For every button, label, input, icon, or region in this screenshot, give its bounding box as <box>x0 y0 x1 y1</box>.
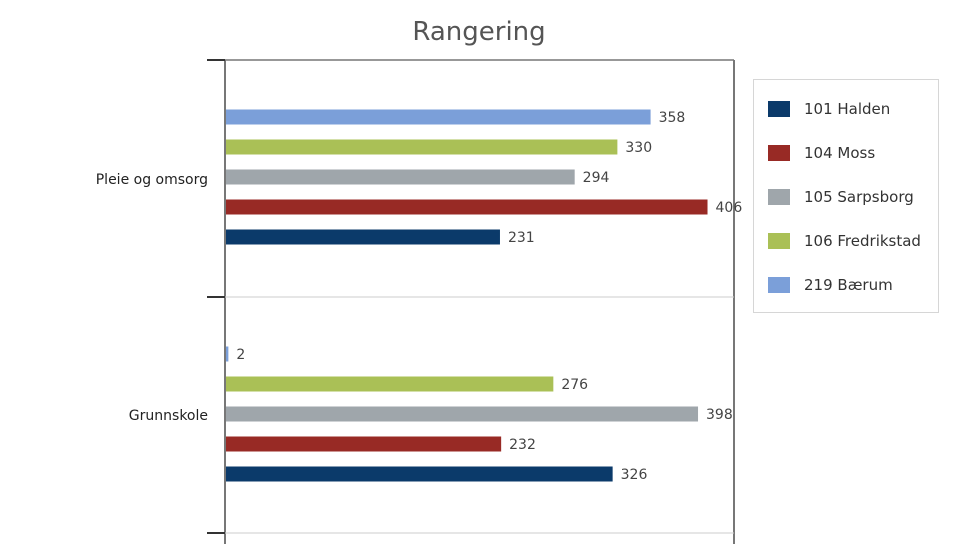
legend: 101 Halden 104 Moss 105 Sarpsborg 106 Fr… <box>753 79 939 313</box>
legend-label: 104 Moss <box>804 144 876 162</box>
data-label: 330 <box>625 140 652 156</box>
data-label: 232 <box>509 437 536 453</box>
legend-label: 101 Halden <box>804 100 891 118</box>
data-label: 398 <box>706 407 733 423</box>
bar[interactable] <box>226 406 699 422</box>
legend-swatch <box>768 277 790 293</box>
data-label: 276 <box>561 377 588 393</box>
chart-title: Rangering <box>412 17 545 47</box>
bars-group: 231 406 294 330 358 326 232 398 276 2 <box>226 109 743 483</box>
data-label: 326 <box>621 467 648 483</box>
legend-swatch <box>768 233 790 249</box>
bar[interactable] <box>226 466 613 482</box>
legend-item-105-sarpsborg[interactable]: 105 Sarpsborg <box>768 187 914 207</box>
data-label: 231 <box>508 230 535 246</box>
legend-item-101-halden[interactable]: 101 Halden <box>768 99 890 119</box>
bar[interactable] <box>226 199 708 215</box>
data-label: 358 <box>659 110 686 126</box>
legend-label: 219 Bærum <box>804 276 893 294</box>
legend-label: 106 Fredrikstad <box>804 232 921 250</box>
bar[interactable] <box>226 436 502 452</box>
legend-swatch <box>768 145 790 161</box>
legend-label: 105 Sarpsborg <box>804 188 914 206</box>
category-label-grunnskole: Grunnskole <box>129 408 208 424</box>
legend-item-219-baerum[interactable]: 219 Bærum <box>768 275 893 295</box>
bar[interactable] <box>226 139 618 155</box>
legend-swatch <box>768 189 790 205</box>
category-label-pleie-og-omsorg: Pleie og omsorg <box>96 172 208 188</box>
bar[interactable] <box>226 346 229 362</box>
bar[interactable] <box>226 376 554 392</box>
legend-swatch <box>768 101 790 117</box>
legend-item-104-moss[interactable]: 104 Moss <box>768 143 875 163</box>
bar[interactable] <box>226 229 500 245</box>
legend-item-106-fredrikstad[interactable]: 106 Fredrikstad <box>768 231 921 251</box>
data-label: 406 <box>716 200 743 216</box>
data-label: 2 <box>236 347 245 363</box>
bar[interactable] <box>226 109 651 125</box>
data-label: 294 <box>583 170 610 186</box>
bar[interactable] <box>226 169 575 185</box>
